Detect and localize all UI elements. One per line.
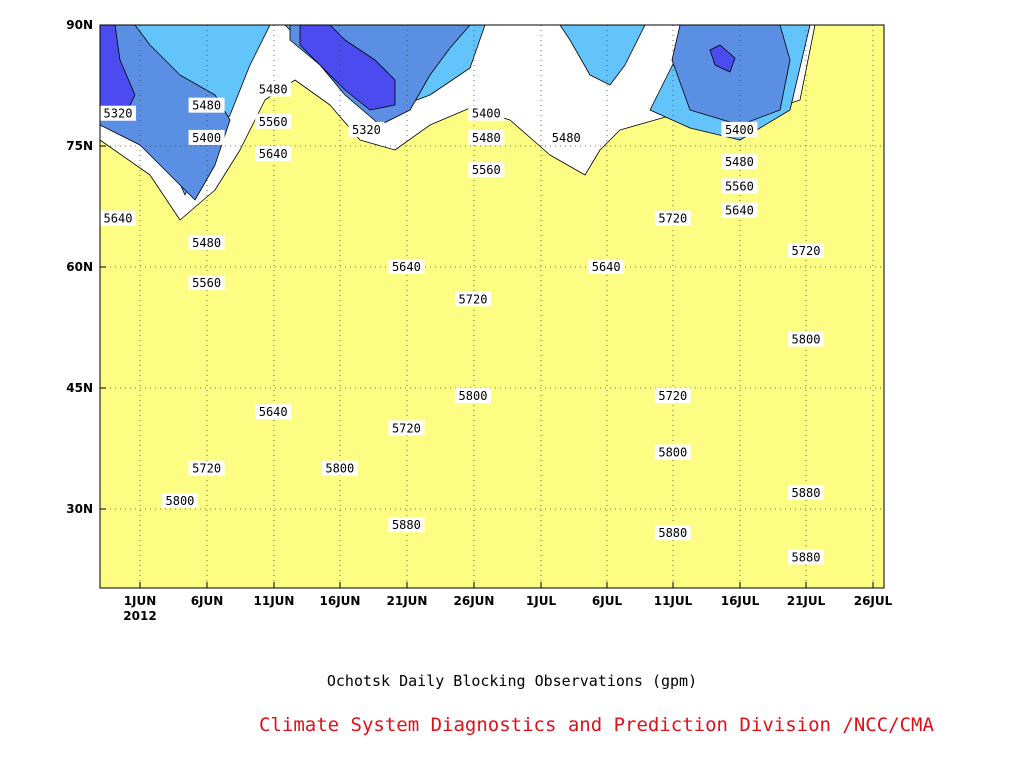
contour-label: 5720 [654, 210, 691, 226]
contour-label-text: 5640 [104, 212, 133, 226]
contour-label-text: 5720 [792, 244, 821, 258]
x-tick-label: 26JUL [854, 594, 893, 608]
contour-label: 5560 [255, 113, 292, 129]
contour-label: 5720 [455, 291, 491, 307]
y-tick-label: 90N [66, 18, 93, 32]
contour-label-text: 5320 [104, 107, 133, 121]
contour-label-text: 5480 [259, 83, 288, 97]
contour-label-text: 5400 [472, 107, 501, 121]
contour-label: 5800 [654, 444, 691, 460]
contour-label: 5400 [188, 129, 225, 145]
contour-label: 5560 [468, 162, 505, 178]
contour-label-text: 5640 [725, 204, 754, 218]
contour-label: 5320 [348, 121, 385, 137]
contour-label: 5560 [721, 178, 758, 194]
contour-label-text: 5720 [658, 212, 687, 226]
contour-label-text: 5640 [592, 260, 621, 274]
contour-label: 5640 [255, 404, 292, 420]
contour-label-text: 5800 [166, 494, 195, 508]
x-tick-label: 6JUL [592, 594, 623, 608]
contour-label: 5480 [468, 129, 505, 145]
contour-label-text: 5400 [192, 131, 221, 145]
contour-label-text: 5640 [392, 260, 421, 274]
chart-footer: Climate System Diagnostics and Predictio… [259, 714, 934, 736]
contour-label: 5880 [788, 484, 824, 500]
contour-label-text: 5720 [392, 421, 421, 435]
y-tick-label: 75N [66, 139, 93, 153]
contour-labels: 5320 5480 5400 5480 5560 5640 5320 5400 5480 5560… [100, 81, 824, 565]
x-tick-label: 6JUN [191, 594, 224, 608]
contour-label: 5720 [188, 460, 225, 476]
contour-label-text: 5400 [725, 123, 754, 137]
plot-frame [99, 24, 885, 589]
contour-label: 5800 [455, 388, 491, 404]
contour-label: 5480 [255, 81, 292, 97]
y-tick-label: 30N [66, 502, 93, 516]
contour-label-text: 5560 [192, 276, 221, 290]
contour-label-text: 5560 [472, 163, 501, 177]
x-axis-year-label: 2012 [123, 609, 156, 623]
x-tick-label: 21JUN [387, 594, 428, 608]
y-tick-label: 45N [66, 381, 93, 395]
contour-label: 5320 [100, 105, 136, 121]
x-axis: 1JUN 6JUN 11JUN 16JUN 21JUN 26JUN 1JUL 6JUL 11JU… [124, 582, 893, 608]
contour-label-text: 5560 [259, 115, 288, 129]
contour-label-text: 5480 [552, 131, 581, 145]
contour-label: 5880 [388, 517, 425, 533]
contour-label: 5800 [321, 460, 358, 476]
contour-label-text: 5800 [658, 446, 687, 460]
contour-label: 5400 [721, 121, 758, 137]
contour-label: 5720 [388, 420, 425, 436]
contour-label-text: 5880 [392, 518, 421, 532]
contour-label-text: 5480 [725, 155, 754, 169]
x-tick-label: 26JUN [454, 594, 495, 608]
chart-title: Ochotsk Daily Blocking Observations (gpm… [326, 672, 698, 690]
contour-label: 5720 [788, 242, 824, 258]
x-tick-label: 1JUN [124, 594, 157, 608]
contour-label: 5480 [548, 129, 585, 145]
contour-label-text: 5560 [725, 179, 754, 193]
contour-label: 5480 [188, 97, 225, 113]
contour-label-text: 5880 [658, 526, 687, 540]
contour-label: 5640 [255, 146, 292, 162]
contour-label-text: 5720 [459, 292, 488, 306]
x-tick-label: 16JUL [721, 594, 760, 608]
x-tick-label: 1JUL [526, 594, 557, 608]
contour-label: 5640 [100, 210, 136, 226]
x-tick-label: 11JUL [654, 594, 693, 608]
contour-label: 5400 [468, 105, 505, 121]
contour-label: 5480 [188, 234, 225, 250]
contour-label-text: 5720 [658, 389, 687, 403]
contour-chart: 5320 5480 5400 5480 5560 5640 5320 5400 5480 5560… [66, 18, 893, 623]
contour-label: 5560 [188, 275, 225, 291]
contour-band-5320_5400 [100, 25, 791, 201]
contour-label-text: 5480 [192, 99, 221, 113]
contour-label-text: 5480 [192, 236, 221, 250]
contour-label: 5640 [388, 259, 425, 274]
contour-label: 5480 [721, 154, 758, 170]
contour-label: 5800 [161, 492, 198, 508]
contour-label-text: 5800 [459, 389, 488, 403]
y-axis: 30N 45N 60N 75N 90N [66, 18, 106, 516]
x-tick-label: 11JUN [254, 594, 295, 608]
x-tick-label: 21JUL [787, 594, 826, 608]
contour-label-text: 5800 [792, 333, 821, 347]
grid-lines [100, 25, 884, 588]
contour-label-text: 5320 [352, 123, 381, 137]
contour-label-text: 5720 [192, 462, 221, 476]
contour-label: 5880 [654, 525, 691, 541]
contour-label-text: 5480 [472, 131, 501, 145]
x-tick-label: 16JUN [320, 594, 361, 608]
contour-label-text: 5640 [259, 405, 288, 419]
contour-label: 5640 [588, 259, 625, 274]
contour-label: 5880 [788, 549, 824, 565]
contour-label-text: 5800 [325, 462, 354, 476]
contour-label-text: 5880 [792, 550, 821, 564]
contour-label-text: 5880 [792, 486, 821, 500]
contour-label: 5640 [721, 202, 758, 218]
contour-label: 5720 [654, 388, 691, 404]
contour-label: 5800 [788, 331, 824, 347]
contour-label-text: 5640 [259, 147, 288, 161]
y-tick-label: 60N [66, 260, 93, 274]
